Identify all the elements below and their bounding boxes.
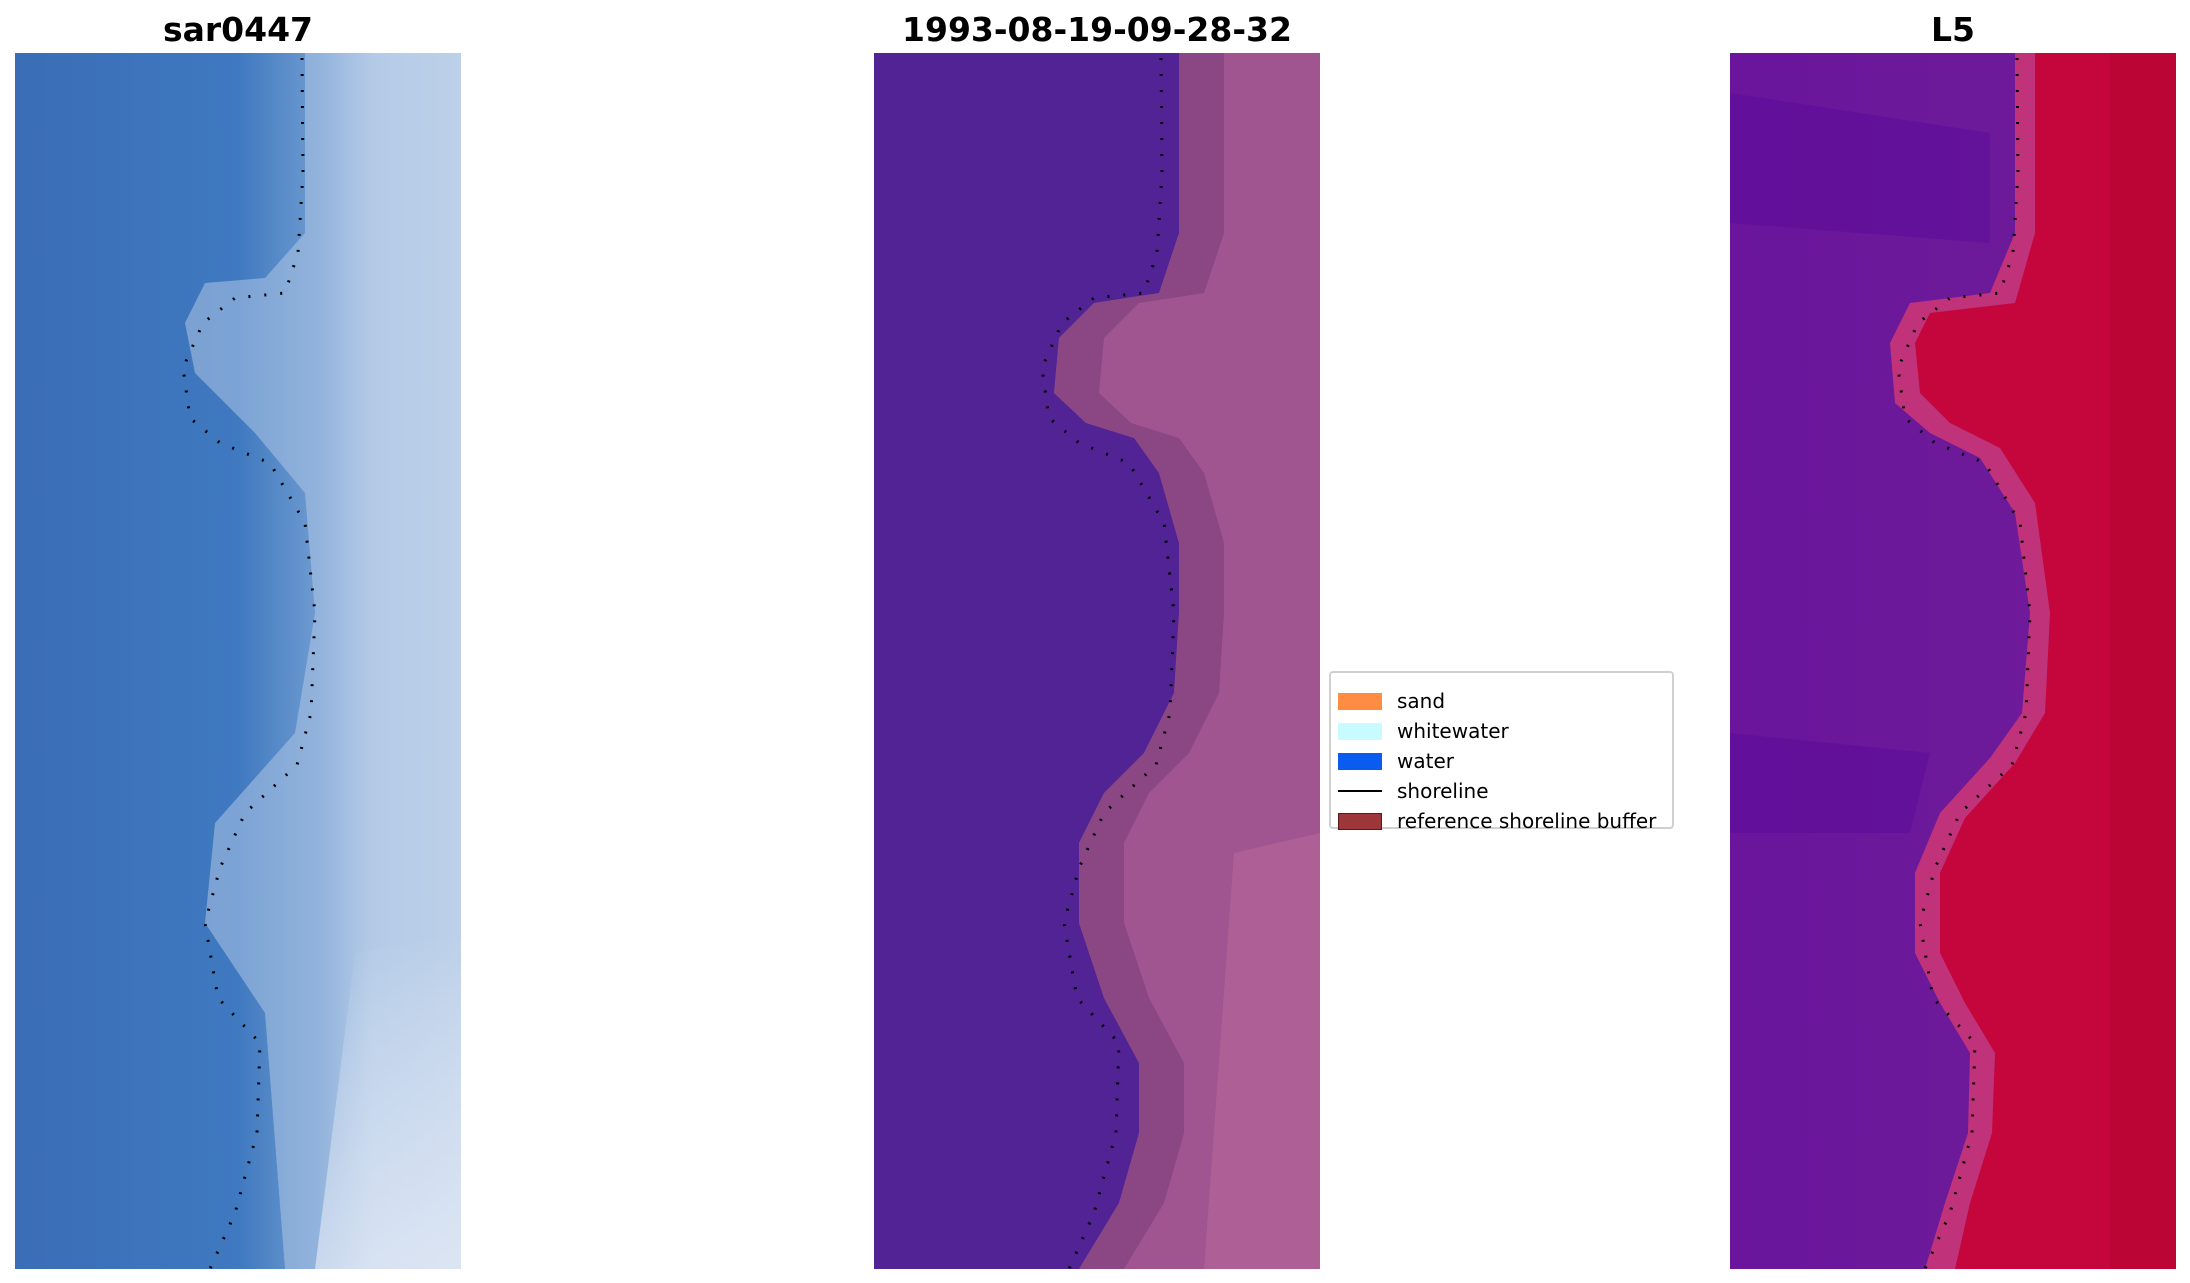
index-image (1730, 53, 2176, 1269)
water-swatch (1338, 752, 1382, 770)
whitewater-swatch (1338, 722, 1382, 740)
legend-label-sand: sand (1397, 689, 1446, 713)
legend: sand whitewater water shoreline referenc… (1329, 671, 1674, 833)
index-panel-title: L5 (1931, 10, 1975, 49)
classification-panel-title: 1993-08-19-09-28-32 (902, 10, 1292, 49)
rgb-image (15, 53, 461, 1269)
rgb-panel-title: sar0447 (162, 10, 314, 49)
reference-buffer-swatch (1338, 812, 1382, 830)
shoreline-line-swatch (1338, 790, 1382, 792)
legend-label-water: water (1397, 749, 1454, 773)
legend-label-whitewater: whitewater (1397, 719, 1509, 743)
classification-image (874, 53, 1320, 1269)
legend-label-shoreline: shoreline (1397, 779, 1489, 803)
legend-label-reference-buffer: reference shoreline buffer (1397, 809, 1657, 833)
sand-swatch (1338, 692, 1382, 710)
